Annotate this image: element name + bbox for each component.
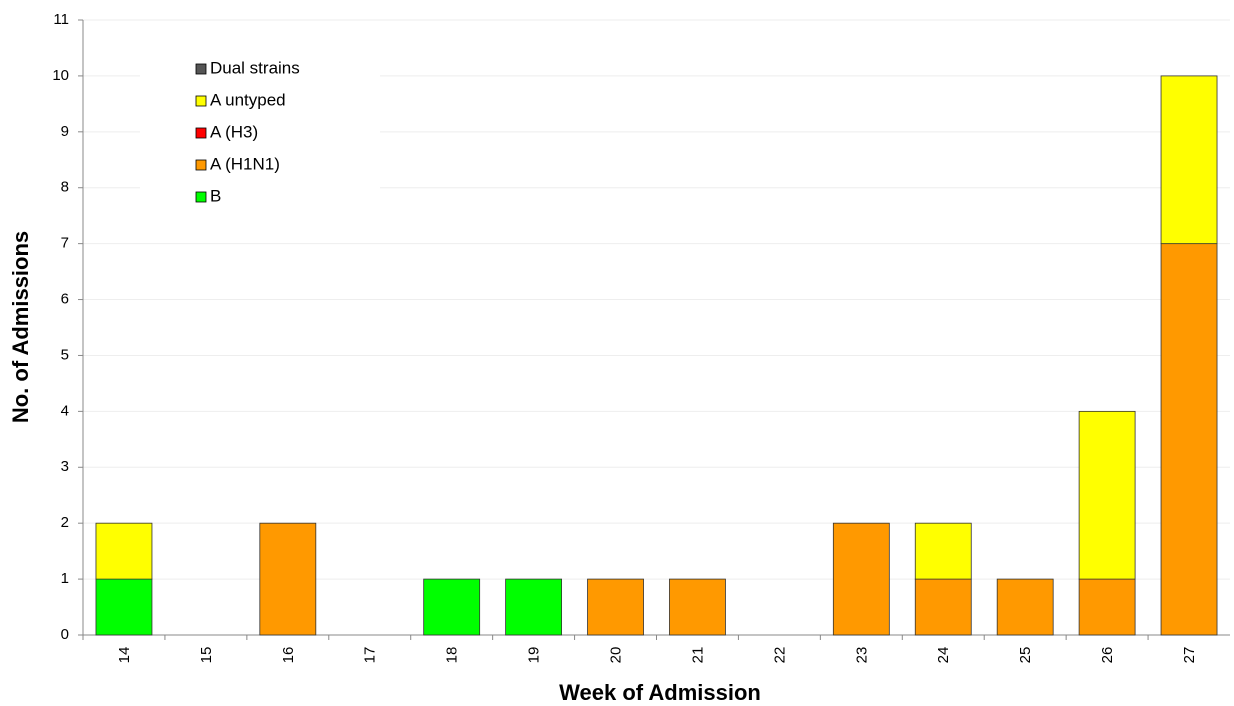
bar-segment [587,578,644,636]
x-tick-label: 16 [280,647,297,664]
x-tick-label: 23 [853,647,870,664]
y-tick-label: 0 [61,626,69,643]
legend-label: A (H1N1) [210,154,280,173]
legend-swatch [195,159,207,171]
y-tick-label: 9 [61,123,69,140]
y-tick-label: 3 [61,458,69,475]
legend-swatch [195,95,207,107]
y-tick-label: 11 [53,11,69,28]
legend-label: Dual strains [210,58,300,77]
x-tick-label: 15 [198,647,215,664]
legend-swatch [195,191,207,203]
x-tick-label: 21 [689,647,706,664]
bar-segment [669,578,726,636]
bar-segment [832,522,890,636]
bar-segment [914,578,972,636]
y-tick-label: 5 [61,346,69,363]
bar-segment [423,578,481,636]
y-tick-label: 10 [52,67,69,84]
y-tick-label: 8 [61,179,69,196]
bar-segment [95,578,153,636]
y-tick-label: 1 [61,570,69,587]
y-tick-label: 6 [61,291,69,308]
bar-segment [914,522,972,580]
x-tick-label: 14 [116,647,133,664]
bar-segment [1160,243,1218,636]
y-tick-label: 4 [61,402,69,419]
x-tick-label: 27 [1181,647,1198,664]
x-tick-label: 20 [608,647,625,664]
legend-swatch [195,63,207,75]
legend-label: A untyped [210,90,286,109]
x-tick-label: 18 [444,647,461,664]
y-tick-label: 2 [61,514,69,531]
legend-swatch [195,127,207,139]
legend-label: B [210,186,221,205]
x-axis-title: Week of Admission [559,680,761,705]
x-tick-label: 25 [1017,647,1034,664]
bar-segment [95,522,153,580]
y-axis-title: No. of Admissions [8,231,33,423]
legend-box [140,52,380,217]
legend-label: A (H3) [210,122,258,141]
bar-segment [259,522,317,636]
bar-segment [1160,75,1218,245]
bar-segment [505,578,563,636]
bar-segment [1078,578,1136,636]
bar-segment [996,578,1054,636]
y-tick-label: 7 [61,235,69,252]
bar-segment [1078,410,1136,580]
x-tick-label: 22 [771,647,788,664]
x-tick-label: 19 [526,647,543,664]
x-tick-label: 17 [362,647,379,664]
x-tick-label: 24 [935,647,952,664]
x-tick-label: 26 [1099,647,1116,664]
